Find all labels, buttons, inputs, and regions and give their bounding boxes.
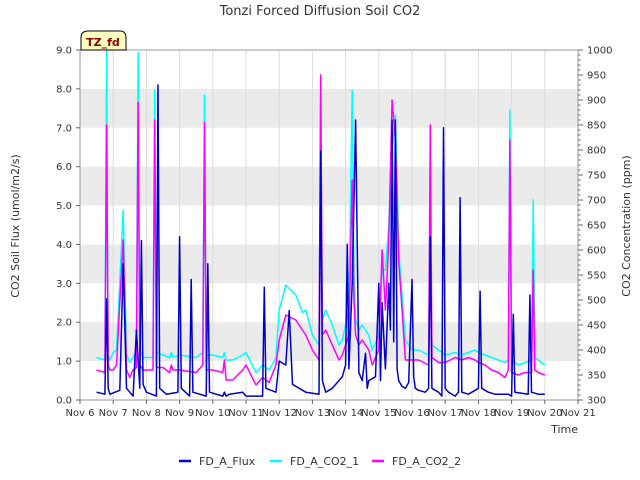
- x-tick-label: Nov 11: [228, 408, 263, 419]
- grid-band: [80, 322, 578, 362]
- y-left-tick-label: 6.0: [56, 162, 72, 173]
- x-tick-label: Nov 12: [261, 408, 296, 419]
- legend-label-co2-1: FD_A_CO2_1: [290, 455, 359, 468]
- y-right-tick-label: 700: [587, 196, 606, 207]
- y-axis-left-ticks: 0.0 1.0 2.0 3.0 4.0 5.0 6.0 7.0 8.0 9.0: [56, 46, 80, 407]
- grid-bands: [80, 88, 578, 362]
- x-axis-label: Time: [550, 423, 578, 436]
- y-left-tick-label: 8.0: [56, 84, 72, 95]
- grid-band: [80, 88, 578, 128]
- y-left-tick-label: 1.0: [56, 357, 72, 368]
- x-tick-label: Nov 15: [361, 408, 396, 419]
- series-line-flux: [96, 84, 545, 397]
- y-right-tick-label: 650: [587, 221, 606, 232]
- y-axis-right-label: CO2 Concentration (ppm): [620, 155, 633, 296]
- y-right-tick-label: 950: [587, 71, 606, 82]
- y-right-tick-label: 900: [587, 96, 606, 107]
- y-left-tick-label: 3.0: [56, 279, 72, 290]
- site-badge: TZ_fd: [80, 30, 127, 51]
- grid-band: [80, 166, 578, 206]
- grid-band: [80, 244, 578, 284]
- y-left-tick-label: 2.0: [56, 318, 72, 329]
- x-tick-label: Nov 16: [394, 408, 429, 419]
- x-tick-label: Nov 13: [295, 408, 330, 419]
- x-tick-label: Nov 17: [427, 408, 462, 419]
- y-right-tick-label: 750: [587, 171, 606, 182]
- y-right-tick-label: 1000: [587, 46, 612, 57]
- site-badge-label: TZ_fd: [86, 36, 120, 49]
- x-tick-label: Nov 10: [195, 408, 230, 419]
- y-right-tick-label: 500: [587, 296, 606, 307]
- chart-title: Tonzi Forced Diffusion Soil CO2: [219, 4, 421, 19]
- y-right-tick-label: 600: [587, 246, 606, 257]
- series-lines: [96, 49, 546, 397]
- y-right-tick-label: 800: [587, 146, 606, 157]
- x-tick-label: Nov 19: [494, 408, 529, 419]
- y-axis-right-ticks: 300 350 400 450 500 550 600 650 700 750 800 850 900 9…: [578, 46, 612, 407]
- x-tick-label: Nov 7: [99, 408, 128, 419]
- legend-label-flux: FD_A_Flux: [199, 455, 256, 468]
- x-tick-label: Nov 8: [132, 408, 161, 419]
- y-right-tick-label: 550: [587, 271, 606, 282]
- x-tick-label: Nov 20: [527, 408, 562, 419]
- y-left-tick-label: 7.0: [56, 123, 72, 134]
- y-left-tick-label: 9.0: [56, 46, 72, 57]
- x-tick-label: Nov 21: [560, 408, 595, 419]
- y-right-tick-label: 400: [587, 346, 606, 357]
- y-right-tick-label: 300: [587, 396, 606, 407]
- x-tick-label: Nov 14: [328, 408, 363, 419]
- legend-label-co2-2: FD_A_CO2_2: [392, 455, 461, 468]
- y-right-tick-label: 850: [587, 121, 606, 132]
- x-tick-label: Nov 6: [65, 408, 94, 419]
- y-right-tick-label: 350: [587, 371, 606, 382]
- y-axis-left-label: CO2 Soil Flux (umol/m2/s): [9, 154, 22, 297]
- y-right-tick-label: 450: [587, 321, 606, 332]
- x-tick-label: Nov 9: [165, 408, 194, 419]
- y-left-tick-label: 4.0: [56, 240, 72, 251]
- y-left-tick-label: 5.0: [56, 201, 72, 212]
- legend: FD_A_Flux FD_A_CO2_1 FD_A_CO2_2: [179, 455, 461, 468]
- y-left-tick-label: 0.0: [56, 396, 72, 407]
- x-tick-label: Nov 18: [461, 408, 496, 419]
